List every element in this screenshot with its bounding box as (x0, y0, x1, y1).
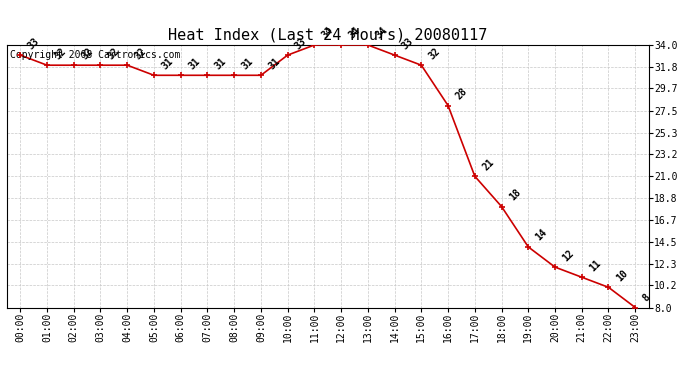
Text: 32: 32 (79, 46, 95, 61)
Text: 34: 34 (320, 26, 335, 41)
Text: 31: 31 (239, 56, 255, 71)
Text: 31: 31 (186, 56, 201, 71)
Text: 31: 31 (159, 56, 175, 71)
Text: 21: 21 (480, 157, 495, 172)
Text: Copyright 2008 Cartronics.com: Copyright 2008 Cartronics.com (10, 50, 181, 60)
Text: 11: 11 (587, 258, 602, 273)
Text: 31: 31 (266, 56, 282, 71)
Text: 31: 31 (213, 56, 228, 71)
Text: 8: 8 (641, 292, 652, 303)
Text: 12: 12 (560, 248, 576, 263)
Text: 34: 34 (346, 26, 362, 41)
Text: 33: 33 (26, 36, 41, 51)
Text: 32: 32 (106, 46, 121, 61)
Text: 32: 32 (52, 46, 68, 61)
Text: 32: 32 (132, 46, 148, 61)
Text: 33: 33 (400, 36, 415, 51)
Text: 32: 32 (427, 46, 442, 61)
Text: 33: 33 (293, 36, 308, 51)
Text: 18: 18 (507, 187, 522, 202)
Text: 14: 14 (534, 227, 549, 243)
Text: 34: 34 (373, 26, 388, 41)
Title: Heat Index (Last 24 Hours) 20080117: Heat Index (Last 24 Hours) 20080117 (168, 27, 487, 42)
Text: 28: 28 (453, 86, 469, 101)
Text: 10: 10 (614, 268, 629, 283)
